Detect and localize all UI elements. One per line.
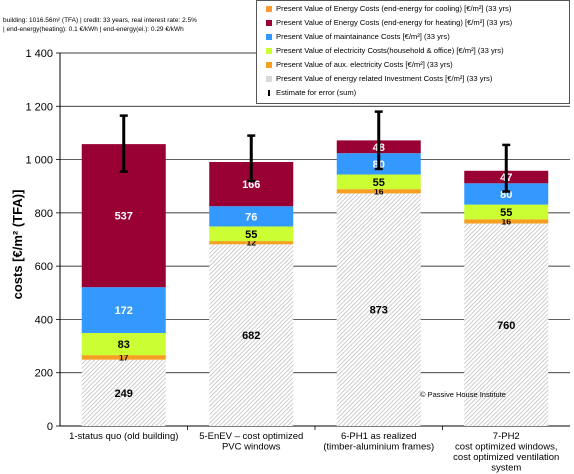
- legend-swatch: [266, 76, 272, 82]
- data-label: 249: [115, 388, 133, 400]
- legend-swatch: [266, 62, 272, 68]
- bar-segment: [464, 219, 549, 224]
- legend-label: Present Value of Energy Costs (end-energ…: [276, 18, 513, 27]
- data-label: 537: [115, 211, 133, 223]
- data-label: 55: [500, 207, 512, 219]
- legend-item: Present Value of maintainance Costs [€/m…: [266, 32, 450, 41]
- data-label: 16: [374, 186, 384, 196]
- data-label: 166: [242, 179, 260, 191]
- legend-swatch: [266, 48, 272, 54]
- legend-label: Present Value of aux. electricity Costs …: [276, 60, 453, 69]
- legend-label: Present Value of maintainance Costs [€/m…: [276, 32, 450, 41]
- data-label: 76: [245, 211, 257, 223]
- data-label: 17: [119, 352, 129, 362]
- bar-segment: [81, 355, 166, 360]
- data-label: 682: [242, 330, 260, 342]
- x-tick-label: PVC windows: [222, 442, 281, 453]
- x-tick-label: 7-PH2: [493, 431, 520, 442]
- bar-segment: [336, 174, 421, 190]
- bar-segment: [464, 204, 549, 220]
- x-tick-label: 1-status quo (old building): [69, 431, 178, 442]
- bar-segment: [336, 193, 421, 426]
- bar-segment: [209, 206, 294, 227]
- x-tick-label: (timber-aluminium frames): [323, 442, 434, 453]
- legend-label: Present Value of energy related Investme…: [276, 74, 493, 83]
- data-label: 55: [245, 229, 257, 241]
- data-label: 83: [118, 339, 130, 351]
- bar-segment: [209, 226, 294, 242]
- bar-segment: [464, 183, 549, 205]
- y-tick-label: 1 400: [25, 48, 53, 60]
- legend-item: Present Value of energy related Investme…: [266, 74, 492, 83]
- legend-label: Present Value of electricity Costs(house…: [276, 46, 504, 55]
- data-label: 172: [115, 305, 133, 317]
- data-label: 16: [502, 216, 512, 226]
- legend-swatch: [266, 20, 272, 26]
- y-tick-label: 400: [35, 314, 53, 326]
- y-axis-label: costs [€/m² (TFA)]: [10, 190, 25, 300]
- legend-item: Present Value of Energy Costs (end-energ…: [266, 4, 511, 13]
- bar-segment: [81, 287, 166, 334]
- data-label: 873: [370, 305, 388, 317]
- legend-error-marker: [266, 90, 272, 96]
- bar-segment: [464, 223, 549, 426]
- legend-label: Present Value of Energy Costs (end-energ…: [276, 4, 512, 13]
- data-label: 55: [373, 177, 385, 189]
- data-label: 12: [247, 238, 257, 248]
- y-tick-label: 600: [35, 261, 53, 273]
- y-tick-label: 0: [47, 421, 53, 433]
- legend-item: Present Value of electricity Costs(house…: [266, 46, 504, 55]
- bar-segment: [336, 189, 421, 194]
- legend-swatch: [266, 34, 272, 40]
- bar-segment: [81, 359, 166, 426]
- legend-swatch: [266, 6, 272, 12]
- x-tick-label: cost optimized ventilation: [453, 452, 559, 463]
- legend-item: Present Value of Energy Costs (end-energ…: [266, 18, 512, 27]
- bar-segment: [209, 244, 294, 426]
- x-tick-label: system: [491, 463, 521, 474]
- chart-header-line-2: | end-energy(heating): 0.1 €/kWh | end-e…: [3, 26, 184, 33]
- chart-header-line-1: building: 1016.56m² (TFA) | credit: 33 y…: [3, 17, 197, 24]
- x-tick-label: 6-PH1 as realized: [341, 431, 417, 442]
- legend-item: Present Value of aux. electricity Costs …: [266, 60, 453, 69]
- y-tick-label: 1 200: [25, 101, 53, 113]
- x-tick-label: cost optimized windows,: [455, 442, 557, 453]
- y-tick-label: 1 000: [25, 155, 53, 167]
- legend-label: Estimate for error (sum): [276, 88, 357, 97]
- bar-segment: [209, 241, 294, 245]
- chart-legend: Present Value of Energy Costs (end-energ…: [256, 0, 570, 104]
- data-label: 760: [497, 320, 515, 332]
- y-tick-label: 200: [35, 368, 53, 380]
- y-tick-label: 800: [35, 208, 53, 220]
- copyright-watermark: © Passive House Institute: [420, 390, 506, 399]
- legend-item: Estimate for error (sum): [266, 88, 356, 97]
- x-tick-label: 5-EnEV – cost optimized: [199, 431, 303, 442]
- bar-segment: [81, 333, 166, 356]
